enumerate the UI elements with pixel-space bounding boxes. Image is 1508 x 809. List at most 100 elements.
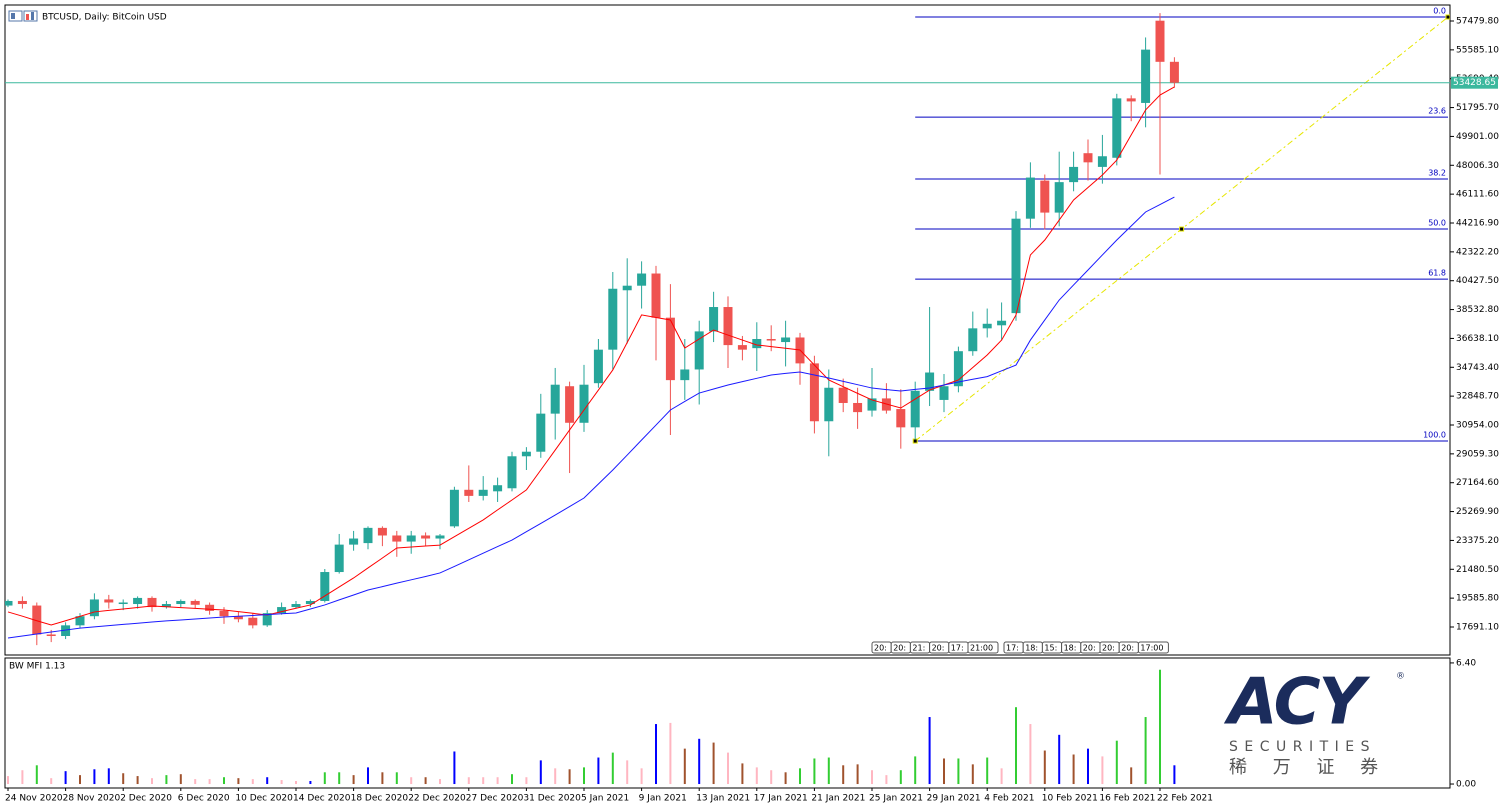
candle-body <box>622 285 632 291</box>
candle-body <box>478 489 488 496</box>
candle-body <box>392 535 402 542</box>
candle-body <box>320 572 330 601</box>
mfi-bar <box>1130 767 1133 785</box>
mfi-bar <box>1072 754 1075 785</box>
fib-label: 50.0 <box>1428 219 1446 228</box>
candle-body <box>291 604 301 608</box>
y-tick-label: 51795.70 <box>1456 103 1499 113</box>
candle-body <box>1155 20 1165 62</box>
x-tick-label: 5 Jan 2021 <box>581 794 629 804</box>
candle-body <box>363 527 373 544</box>
mfi-bar <box>7 776 9 785</box>
mfi-bar <box>813 758 816 785</box>
time-label: 17:00 <box>1140 644 1163 653</box>
candle-body <box>1069 166 1079 183</box>
mfi-bar <box>266 777 269 785</box>
candle-body <box>1112 98 1122 158</box>
candle-body <box>46 634 56 637</box>
mfi-bar <box>640 768 643 785</box>
mfi-bar <box>1159 669 1161 785</box>
candle-body <box>1040 180 1050 213</box>
logo-name: ACY <box>1223 666 1371 740</box>
candle-body <box>147 597 157 608</box>
mfi-bar <box>439 779 441 785</box>
x-tick-label: 13 Jan 2021 <box>696 794 750 804</box>
x-tick-label: 2 Dec 2020 <box>120 794 172 804</box>
mfi-bar <box>179 774 182 785</box>
y-tick-label: 23375.20 <box>1456 536 1499 546</box>
candle-body <box>925 372 935 391</box>
candle-body <box>968 328 978 352</box>
candle-body <box>680 369 690 381</box>
time-label-box <box>1137 641 1169 654</box>
mfi-bar <box>194 779 197 785</box>
candle-body <box>493 485 503 492</box>
moving-average <box>7 86 1175 626</box>
mfi-bar <box>338 772 341 785</box>
candle-body <box>421 535 431 539</box>
mfi-bar <box>35 765 38 785</box>
candle-body <box>262 613 272 626</box>
mfi-bar <box>1043 750 1046 785</box>
candle-body <box>593 349 603 384</box>
x-tick-label: 14 Dec 2020 <box>293 794 351 804</box>
mfi-bar <box>367 767 369 785</box>
y-tick-label: 6.40 <box>1456 658 1476 668</box>
candle-body <box>838 387 848 403</box>
candle-body <box>449 489 459 527</box>
candle-body <box>233 616 243 620</box>
candle-body <box>709 307 719 332</box>
y-tick-label: 46111.60 <box>1456 190 1499 200</box>
mfi-bar <box>511 774 513 785</box>
candle-body <box>910 390 920 428</box>
mfi-bar <box>525 777 528 785</box>
mfi-bar <box>698 738 701 785</box>
candle-body <box>997 320 1007 326</box>
time-label: 20: <box>1121 644 1134 653</box>
y-tick-label: 29059.30 <box>1456 449 1499 459</box>
candle-body <box>939 386 949 400</box>
mfi-bar <box>669 722 672 785</box>
candle-body <box>1011 218 1021 314</box>
candle-body <box>565 386 575 423</box>
x-tick-label: 16 Feb 2021 <box>1099 794 1155 804</box>
candle-body <box>550 384 560 414</box>
mfi-bar <box>583 767 585 785</box>
y-tick-label: 48006.30 <box>1456 161 1499 171</box>
candle-body <box>982 323 992 329</box>
time-label: 17: <box>951 644 964 653</box>
x-tick-label: 4 Feb 2021 <box>984 794 1034 804</box>
time-label: 18: <box>1064 644 1077 653</box>
candle-body <box>377 527 387 536</box>
mfi-bar <box>136 776 139 785</box>
mfi-bar <box>352 775 355 785</box>
mfi-bar <box>1000 768 1003 785</box>
y-tick-label: 25269.90 <box>1456 507 1499 517</box>
mfi-bar <box>568 769 571 785</box>
time-label: 15: <box>1044 644 1057 653</box>
candle-body <box>809 363 819 422</box>
mfi-bar <box>770 770 773 785</box>
candle-body <box>1141 49 1151 103</box>
mfi-bar <box>1058 734 1061 785</box>
candle-body <box>32 605 42 635</box>
candle-body <box>694 331 704 370</box>
candle-body <box>824 387 834 422</box>
y-tick-label: 30954.00 <box>1456 420 1499 430</box>
candle-body <box>334 544 344 573</box>
mfi-bar <box>712 742 715 785</box>
mfi-bar <box>323 772 326 785</box>
candle-body <box>723 307 733 346</box>
symbol-icon <box>8 10 38 22</box>
mfi-bar <box>122 773 125 785</box>
mfi-bar <box>496 777 499 785</box>
time-label: 20: <box>893 644 906 653</box>
candle-body <box>507 456 517 489</box>
mfi-bar <box>482 777 485 785</box>
mfi-bar <box>467 777 470 785</box>
candle-body <box>61 625 71 637</box>
mfi-bar <box>280 780 283 785</box>
current-price-label: 53428.65 <box>1453 78 1496 88</box>
fib-label: 100.0 <box>1423 431 1446 440</box>
